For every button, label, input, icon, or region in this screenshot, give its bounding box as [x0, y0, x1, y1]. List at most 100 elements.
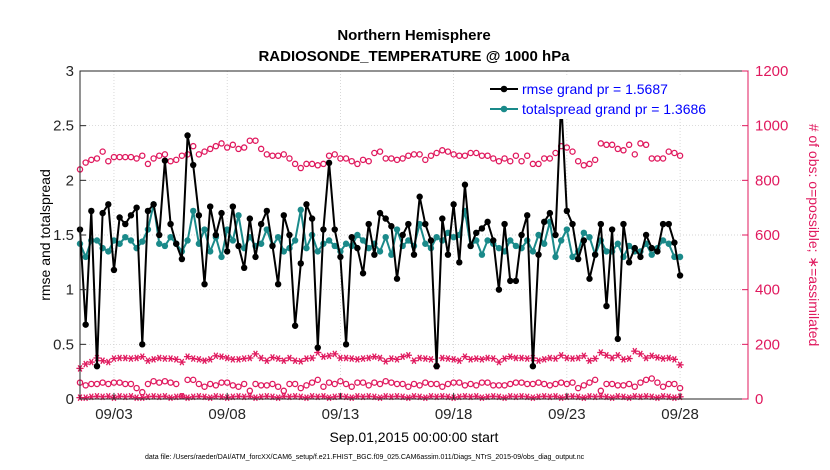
totalspread-point: [263, 226, 271, 233]
x-tick-label: 09/18: [435, 406, 473, 423]
totalspread-point: [331, 242, 338, 250]
possible-obs-marker: [569, 148, 576, 155]
possible-obs-marker: [580, 382, 588, 389]
assimilated-obs-marker: [353, 355, 361, 363]
left-tick-label: 0: [66, 391, 74, 408]
assimilated-obs-marker: [280, 357, 288, 365]
rmse-point: [235, 242, 242, 250]
rmse-point: [280, 212, 287, 219]
asterisk-stroke: [638, 350, 643, 358]
rmse-point: [501, 220, 508, 228]
asterisk-stroke: [207, 394, 213, 402]
asterisk-stroke: [394, 392, 400, 400]
rmse-point: [625, 259, 633, 266]
rmse-point: [337, 253, 344, 261]
asterisk-stroke: [241, 355, 247, 362]
asterisk-stroke: [88, 358, 94, 366]
assimilated-obs-marker: [393, 355, 401, 363]
asterisk-stroke: [473, 392, 479, 400]
totalspread-point: [257, 240, 265, 247]
possible-obs-marker: [637, 140, 644, 147]
possible-obs-marker: [642, 376, 650, 384]
assimilated-obs-marker: [87, 358, 95, 366]
assimilated-obs-marker: [421, 394, 429, 402]
asterisk-stroke: [111, 355, 117, 362]
rmse-point: [393, 275, 401, 282]
asterisk-stroke: [139, 394, 145, 402]
possible-obs-marker: [342, 380, 350, 388]
assimilated-obs-marker: [472, 392, 480, 400]
legend-spread-marker: [500, 105, 508, 113]
asterisk-stroke: [445, 355, 451, 362]
totalspread-point: [116, 240, 123, 247]
assimilated-obs-marker: [444, 355, 452, 362]
asterisk-stroke: [162, 392, 168, 400]
assimilated-obs-marker: [619, 355, 628, 363]
assimilated-obs-marker: [551, 355, 560, 362]
totalspread-point: [139, 238, 146, 245]
assimilated-obs-marker: [274, 355, 282, 362]
asterisk-stroke: [462, 392, 468, 400]
y-axis-label-right: # of obs: o=possible; ∗=assimilated: [806, 124, 822, 347]
right-tick-label: 400: [755, 282, 780, 299]
rmse-point: [303, 201, 310, 208]
possible-obs-marker: [331, 151, 338, 158]
rmse-point: [320, 226, 327, 233]
series-layer: [76, 97, 684, 402]
assimilated-obs-marker: [251, 350, 260, 358]
possible-obs-marker: [229, 382, 237, 389]
assimilated-obs-marker: [534, 357, 543, 365]
x-tick-label: 09/28: [661, 406, 699, 423]
possible-obs-marker: [586, 160, 593, 168]
asterisk-stroke: [507, 353, 513, 361]
assimilated-obs-marker: [348, 355, 356, 362]
right-tick-label: 0: [755, 391, 763, 408]
rmse-point: [365, 220, 372, 228]
asterisk-stroke: [287, 354, 292, 362]
possible-obs-marker: [580, 162, 588, 169]
totalspread-point: [325, 237, 333, 244]
asterisk-stroke: [355, 392, 360, 400]
possible-obs-marker: [195, 151, 203, 158]
asterisk-stroke: [502, 394, 507, 402]
assimilated-obs-marker: [297, 357, 305, 365]
asterisk-stroke: [309, 392, 315, 400]
asterisk-stroke: [355, 355, 360, 363]
asterisk-stroke: [275, 355, 281, 362]
rmse-point: [642, 231, 650, 239]
possible-obs-marker: [212, 142, 220, 150]
possible-obs-marker: [348, 383, 355, 390]
totalspread-point: [382, 233, 389, 241]
possible-obs-marker: [178, 152, 186, 159]
x-tick-label: 09/23: [548, 406, 586, 423]
asterisk-stroke: [196, 355, 202, 363]
rmse-point: [263, 207, 271, 215]
assimilated-obs-marker: [212, 352, 220, 360]
possible-obs-marker: [161, 151, 169, 158]
asterisk-stroke: [281, 357, 287, 365]
asterisk-stroke: [100, 357, 106, 365]
asterisk-stroke: [422, 394, 428, 402]
possible-obs-marker: [569, 379, 576, 386]
assimilated-obs-marker: [631, 347, 639, 355]
rmse-point: [252, 253, 259, 261]
rmse-point: [569, 220, 576, 228]
possible-obs-marker: [195, 380, 203, 388]
asterisk-stroke: [456, 357, 462, 365]
possible-obs-marker: [473, 149, 480, 157]
rmse-point: [150, 201, 157, 208]
totalspread-point: [156, 240, 163, 247]
possible-obs-marker: [608, 380, 616, 388]
left-tick-label: 1: [66, 282, 74, 299]
asterisk-stroke: [621, 355, 626, 363]
possible-obs-marker: [139, 388, 146, 396]
totalspread-point: [342, 240, 350, 247]
possible-obs-marker: [156, 152, 163, 159]
possible-obs-marker: [240, 380, 248, 388]
asterisk-stroke: [83, 360, 89, 368]
totalspread-point: [190, 207, 197, 215]
x-tick-label: 09/03: [95, 406, 133, 423]
possible-obs-marker: [439, 383, 446, 390]
assimilated-obs-marker: [138, 394, 146, 402]
totalspread-point: [122, 233, 129, 241]
